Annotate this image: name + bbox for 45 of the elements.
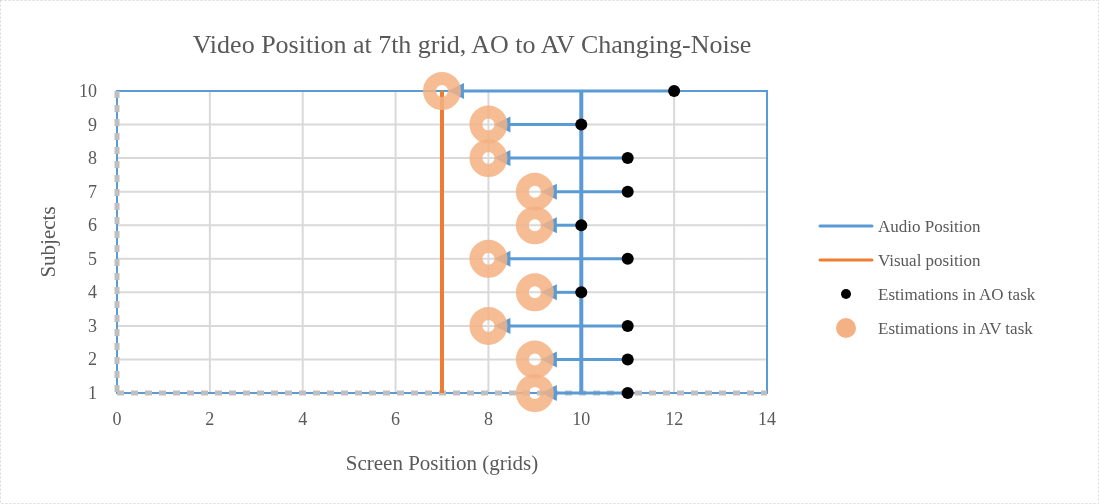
y-tick-label: 7: [88, 181, 97, 202]
x-tick-label: 6: [391, 409, 401, 429]
y-tick-label: 4: [88, 282, 97, 303]
point: [575, 219, 588, 232]
y-tick-label: 8: [88, 148, 97, 169]
point: [469, 105, 508, 144]
point: [469, 139, 508, 178]
point: [515, 172, 554, 211]
x-tick-label: 2: [205, 409, 215, 429]
point: [621, 252, 634, 265]
y-axis-title: Subjects: [36, 206, 60, 278]
point: [469, 306, 508, 345]
point: [621, 152, 634, 165]
y-tick-label: 2: [88, 349, 97, 370]
x-tick-label: 14: [758, 409, 776, 429]
point: [621, 387, 634, 399]
point: [621, 185, 634, 198]
y-tick-label: 5: [88, 248, 97, 269]
point: [621, 319, 634, 332]
point: [621, 353, 634, 366]
y-tick-label: 9: [88, 114, 97, 135]
y-tick-label: 10: [79, 81, 97, 101]
point: [515, 273, 554, 312]
legend-label: Visual position: [878, 251, 981, 270]
x-tick-label: 8: [483, 409, 493, 429]
y-tick-label: 3: [88, 315, 97, 336]
point: [575, 286, 588, 299]
chart-title: Video Position at 7th grid, AO to AV Changing-Noise: [192, 30, 752, 59]
point: [668, 85, 681, 97]
x-tick-label: 0: [112, 409, 122, 429]
point: [515, 374, 554, 412]
point: [423, 72, 461, 110]
x-axis-title: Screen Position (grids): [345, 451, 539, 475]
x-tick-label: 4: [298, 409, 308, 429]
x-tick-label: 12: [665, 409, 684, 429]
legend-label: Estimations in AO task: [878, 285, 1036, 304]
x-tick-label: 10: [572, 409, 591, 429]
point: [515, 340, 554, 379]
point: [469, 239, 508, 278]
legend-label: Estimations in AV task: [878, 319, 1034, 338]
y-tick-label: 1: [88, 383, 97, 403]
legend-label: Audio Position: [878, 217, 981, 236]
point: [515, 206, 554, 245]
y-tick-label: 6: [88, 215, 97, 236]
point: [575, 118, 588, 131]
